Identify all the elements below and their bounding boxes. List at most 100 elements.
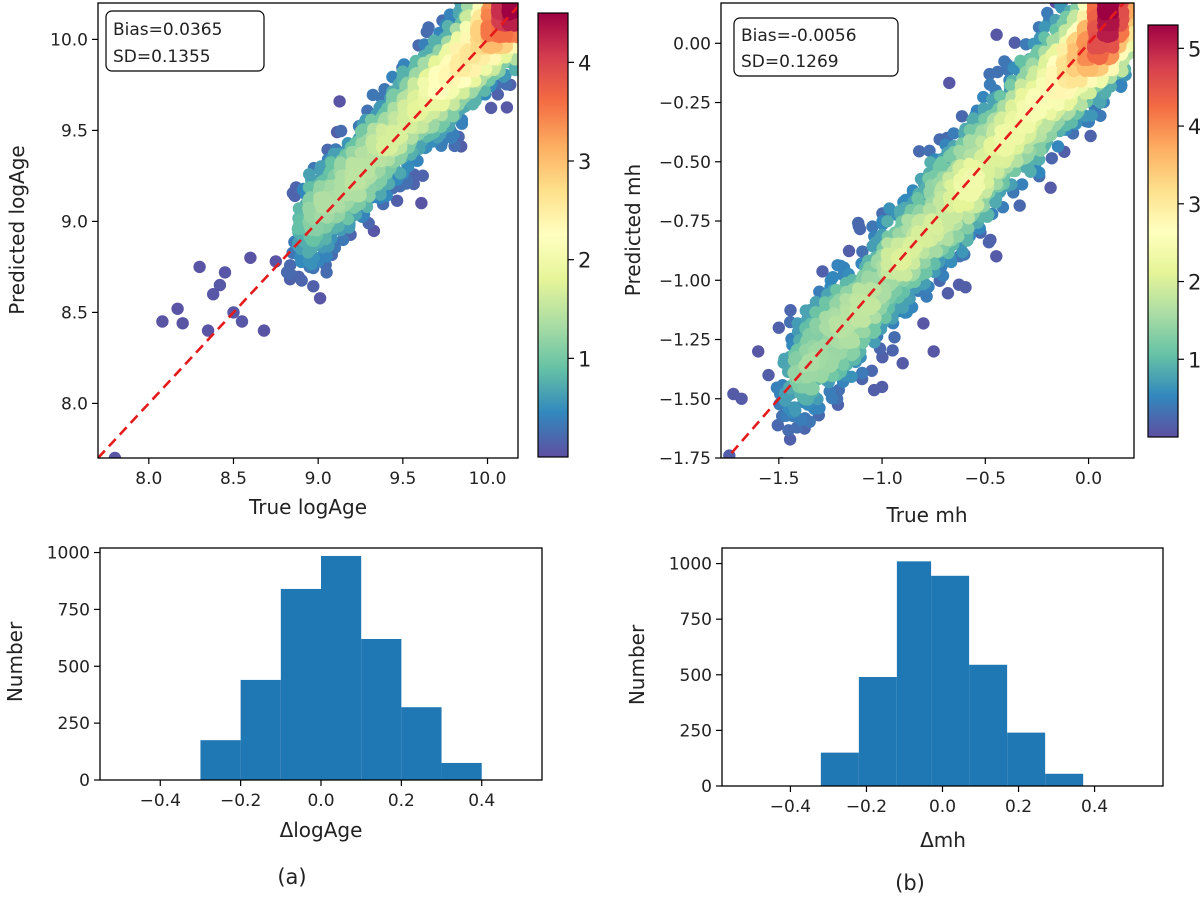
scatter-point [517,13,518,17]
scatter-point [1104,0,1116,1]
y-tick-label: 8.0 [61,394,88,414]
scatter-point [501,0,513,1]
scatter-point [521,15,533,27]
scatter-point [1106,0,1118,3]
scatter-point [313,292,327,305]
scatter-point [416,169,429,182]
scatter-point [283,267,296,281]
scatter-point [983,78,997,91]
scatter-point [486,0,498,1]
scatter-point [856,366,869,380]
scatter-panel-b: −1.5 −1.0 −0.5 0.0−1.75−1.50−1.25−1.00−0.75… [621,0,1135,527]
colorbar-tick-label: 2 [578,249,591,273]
scatter-point [513,0,525,2]
scatter-point [784,304,797,317]
scatter-point [955,110,969,123]
scatter-point [1114,0,1126,2]
scatter-point [1024,165,1037,178]
y-tick-label: 9.5 [61,121,88,141]
scatter-point [990,28,1003,41]
x-tick-label: 8.0 [135,469,162,489]
scatter-point [518,0,530,11]
scatter-point [1103,0,1115,2]
scatter-point [353,187,367,200]
scatter-point [508,0,520,2]
scatter-point [491,88,504,101]
scatter-point [303,192,316,205]
scatter-point [499,0,511,2]
scatter-point [490,0,502,2]
scatter-point [500,0,512,1]
scatter-point [927,345,940,358]
scatter-point [511,0,523,1]
sd-text-a: SD=0.1355 [113,47,211,67]
scatter-point [517,15,518,23]
scatter-point [1116,0,1128,3]
scatter-points-a [108,0,534,458]
scatter-point [171,302,184,315]
scatter-point [503,0,515,3]
scatter-point [752,345,765,358]
scatter-point [772,321,785,334]
y-tick-label: 9.0 [61,212,88,232]
scatter-point [201,324,215,337]
scatter-point [1051,140,1065,153]
scatter-point [498,0,510,1]
scatter-point [522,29,534,41]
scatter-point [511,0,523,2]
scatter-point [244,251,257,264]
scatter-point [1101,0,1113,2]
scatter-point [507,0,519,1]
scatter-point [303,203,316,217]
scatter-point [1102,0,1114,2]
scatter-point [193,260,206,274]
scatter-point [1106,0,1118,2]
scatter-point [517,3,518,9]
scatter-point [336,233,350,247]
scatter-point [1015,178,1029,191]
colorbar-tick-label: 4 [578,51,591,75]
scatter-point [1109,0,1121,3]
scatter-point [852,216,865,230]
scatter-point [875,380,889,394]
scatter-point [1103,0,1115,3]
scatter-point [295,274,308,287]
scatter-point [1105,0,1117,3]
scatter-point [481,0,493,2]
xlabel-a: True logAge [248,495,367,519]
y-tick-label: 10.0 [50,30,88,50]
scatter-point [510,0,522,1]
scatter-point [1115,79,1128,92]
scatter-point [390,194,404,207]
scatter-point [428,83,441,97]
scatter-point [374,188,387,201]
scatter-point [366,88,380,102]
scatter-point [520,0,532,4]
scatter-point [495,0,507,1]
scatter-panel-a: 8.0 8.5 9.0 9.5 10.08.08.59.09.510.0 Bias=0.… [5,0,534,519]
scatter-point [503,0,515,2]
scatter-point [505,0,517,2]
scatter-point [947,127,960,140]
scatter-point [1116,0,1128,2]
scatter-point [941,287,955,300]
scatter-point [494,0,506,3]
scatter-point [497,0,509,2]
scatter-point [1113,0,1125,3]
scatter-point [504,0,516,2]
scatter-point [1008,36,1021,49]
scatter-point [888,331,901,344]
scatter-point [1072,0,1084,1]
scatter-point [322,201,335,214]
scatter-point [500,101,514,114]
scatter-point [762,368,775,382]
scatter-point [777,457,785,458]
scatter-point [400,177,413,190]
scatter-point [917,317,930,330]
scatter-point [484,101,498,115]
scatter-point [320,266,333,279]
scatter-point [982,236,996,249]
bias-text-a: Bias=0.0365 [113,20,222,40]
